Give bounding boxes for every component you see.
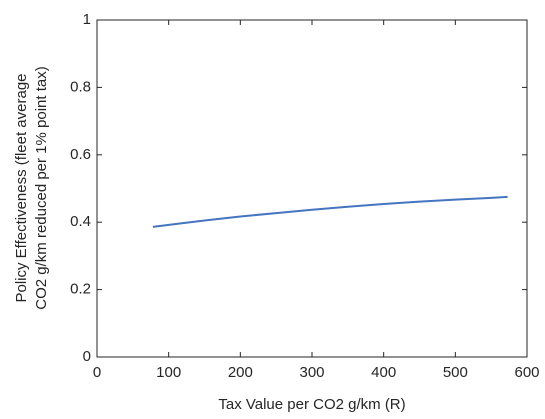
y-tick-label: 0.8: [70, 78, 91, 95]
y-tick-label: 0.6: [70, 146, 91, 163]
y-axis-label-line: Policy Effectiveness (fleet average: [13, 73, 30, 302]
y-axis-label: Policy Effectiveness (fleet average CO2 …: [13, 66, 50, 309]
x-tick-label: 600: [514, 364, 539, 381]
x-tick-label: 0: [93, 364, 101, 381]
x-tick-label: 500: [443, 364, 468, 381]
y-axis-label-line: CO2 g/km reduced per 1% point tax): [33, 66, 50, 309]
line: [152, 195, 508, 228]
x-axis-label: Tax Value per CO2 g/km (R): [218, 396, 405, 413]
y-tick-label: 0.2: [70, 281, 91, 298]
y-tick-label: 1: [83, 11, 91, 28]
y-tick-label: 0.4: [70, 213, 91, 230]
x-tick-label: 100: [156, 364, 181, 381]
y-tick-label: 0: [83, 348, 91, 365]
x-tick-label: 300: [299, 364, 324, 381]
x-tick-label: 400: [371, 364, 396, 381]
plot-area: [96, 19, 528, 358]
x-tick-label: 200: [228, 364, 253, 381]
